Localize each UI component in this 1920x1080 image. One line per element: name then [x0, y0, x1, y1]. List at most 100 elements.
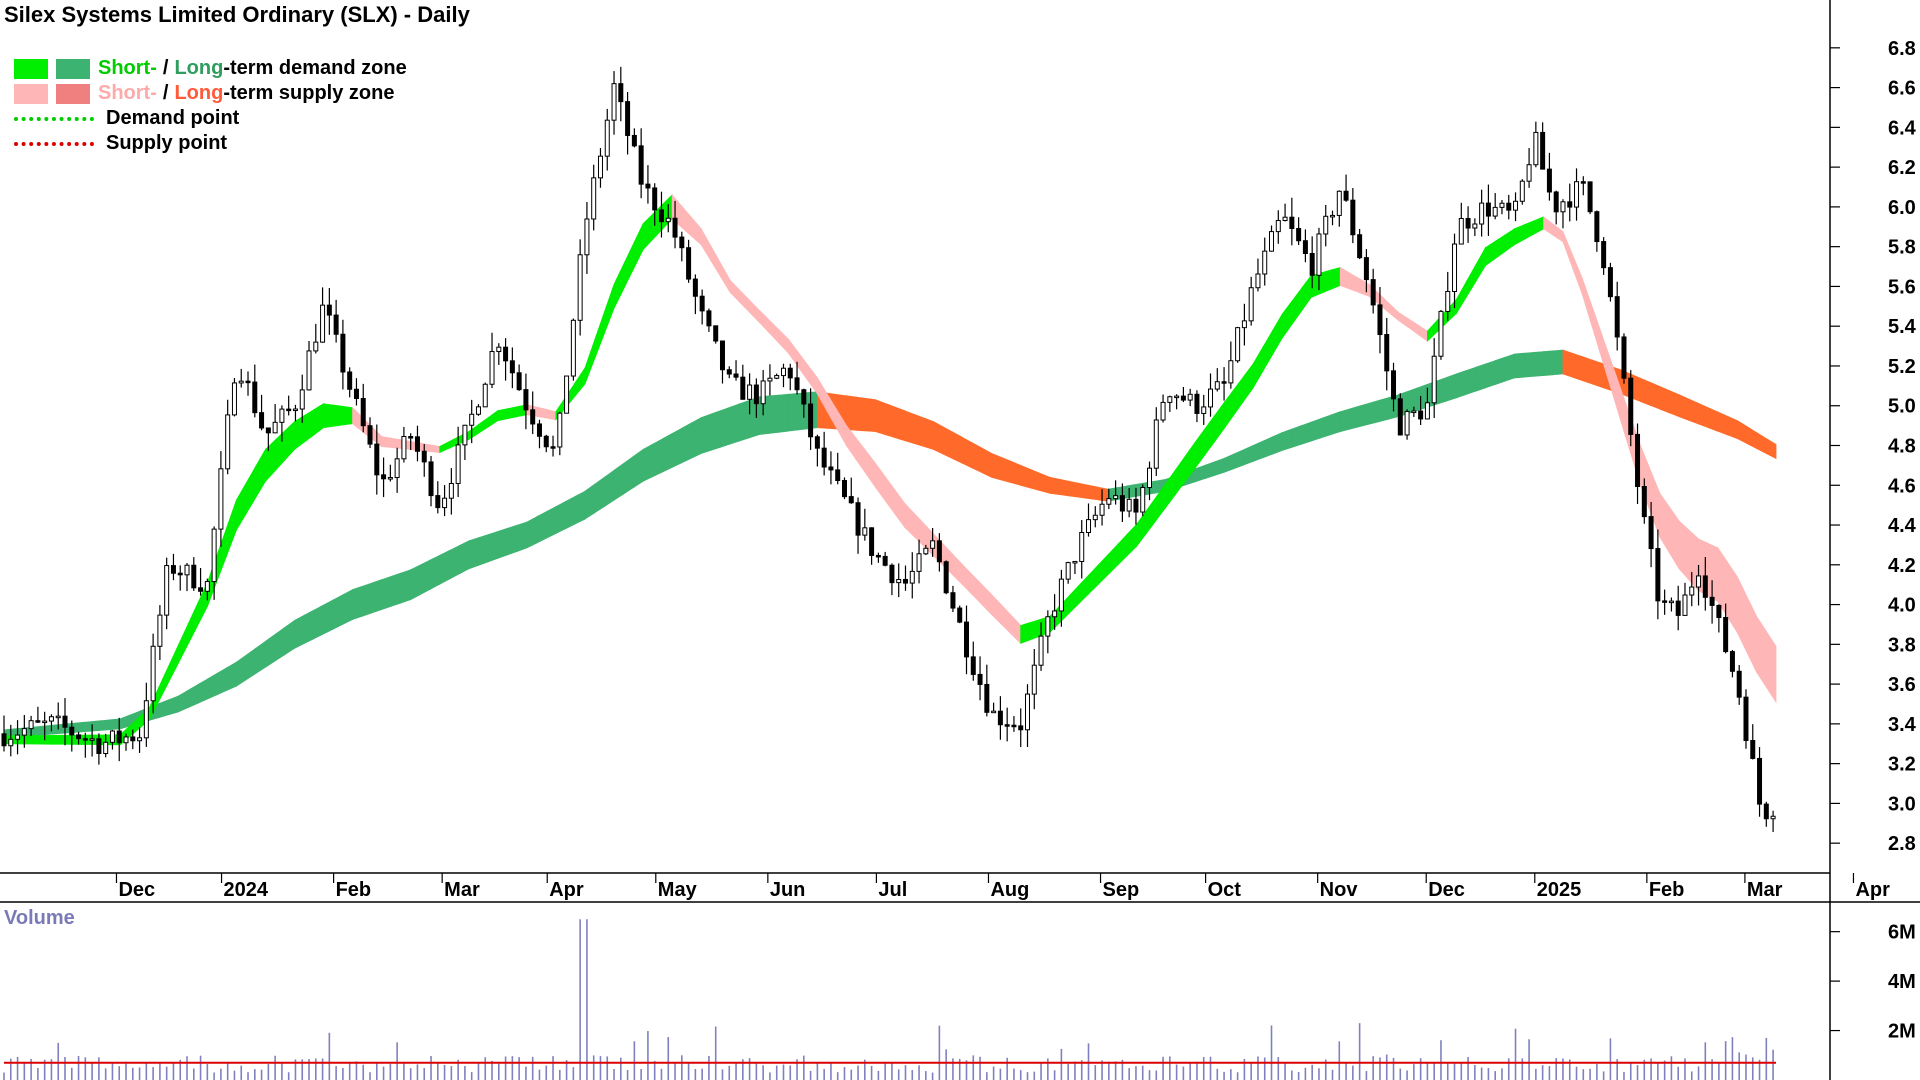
candle-body [787, 367, 793, 379]
long-zone-segment [1194, 464, 1206, 483]
long-zone-segment [1068, 480, 1080, 498]
candle-body [360, 397, 366, 427]
candle-body [1587, 181, 1593, 213]
candle-body [1153, 419, 1159, 469]
candle-body [550, 446, 556, 449]
candle-body [1594, 211, 1600, 243]
candle-body [109, 730, 115, 743]
candle-body [631, 134, 637, 147]
long-zone-segment [642, 443, 654, 482]
long-zone-segment [1465, 366, 1477, 396]
candle-body [1289, 216, 1295, 229]
long-zone-segment [1330, 411, 1341, 436]
long-zone-segment [1349, 405, 1361, 430]
long-zone-segment [226, 661, 237, 692]
long-zone-segment [1213, 457, 1225, 477]
candle-body [1296, 227, 1302, 242]
candle-body [1255, 273, 1261, 289]
short-zone-segment [991, 593, 1002, 626]
candle-body [1126, 498, 1132, 512]
long-zone-segment [904, 410, 915, 445]
short-zone-segment [1107, 543, 1118, 576]
candle-body [1194, 393, 1200, 414]
long-zone-segment [381, 575, 392, 611]
date-tick-label: 2025 [1537, 879, 1582, 901]
candle-body [137, 737, 143, 742]
price-tick-label: 5.4 [1888, 316, 1917, 338]
candle-body [272, 421, 278, 434]
date-tick-label: Dec [118, 879, 155, 901]
candle-body [1560, 201, 1566, 213]
candle-body [408, 436, 414, 439]
long-zone-segment [52, 723, 63, 735]
candle-body [503, 346, 509, 362]
short-zone-segment [390, 437, 402, 449]
candle-body [489, 351, 495, 385]
candle-body [801, 389, 807, 405]
candle-body [496, 346, 502, 353]
long-zone-segment [371, 579, 383, 614]
legend-demand-zone: Short- / Long -term demand zone [14, 56, 407, 81]
long-zone-segment [1233, 449, 1244, 470]
short-zone-segment [1504, 228, 1515, 253]
candle-body [1628, 377, 1634, 435]
long-zone-segment [942, 426, 954, 460]
short-zone-segment [1252, 345, 1264, 390]
long-zone-segment [449, 545, 460, 580]
candle-body [665, 217, 671, 223]
candle-body [1702, 575, 1708, 598]
long-zone-segment [574, 490, 586, 525]
price-tick-label: 5.2 [1888, 356, 1916, 378]
candle-body [1553, 191, 1559, 213]
date-axis-ticks: Dec 2024 Feb Mar Apr May Jun Jul Aug Sep Oct Nov Dec… [115, 873, 1890, 901]
candle-body [265, 427, 271, 434]
long-zone-segment [691, 416, 702, 459]
candle-body [1343, 190, 1349, 201]
long-zone-segment [720, 406, 731, 448]
short-zone-segment [1727, 561, 1738, 634]
long-zone-segment [1059, 478, 1070, 497]
candle-body [625, 101, 631, 136]
long-zone-segment [555, 500, 567, 535]
short-zone-segment [158, 666, 170, 702]
candle-body [780, 367, 786, 377]
legend-slash: / [162, 57, 169, 79]
candle-body [1269, 231, 1275, 252]
candle-body [28, 720, 34, 730]
candle-body [794, 377, 800, 391]
candle-body [841, 480, 847, 498]
candle-body [1499, 202, 1505, 208]
candle-body [916, 553, 922, 572]
candle-body [719, 340, 725, 371]
candle-body [1614, 296, 1620, 338]
candle-body [1208, 388, 1214, 408]
short-zone-segment [584, 339, 596, 385]
price-tick-label: 4.4 [1888, 515, 1917, 537]
candle-body [977, 673, 983, 685]
long-zone-segment [1262, 436, 1273, 459]
long-zone-segment [623, 455, 634, 495]
short-term-zone [3, 193, 1777, 746]
candle-body [353, 388, 359, 399]
candle-body [1086, 519, 1092, 534]
short-zone-segment [1068, 584, 1080, 615]
long-zone-segment [1746, 425, 1758, 450]
date-tick-label: Dec [1428, 879, 1465, 901]
candle-body [1187, 393, 1193, 401]
long-zone-segment [1049, 476, 1060, 496]
candle-body [658, 209, 664, 223]
short-zone-segment [1281, 300, 1293, 340]
candle-body [8, 738, 14, 747]
short-zone-segment [507, 406, 518, 420]
short-zone-segment [691, 216, 702, 246]
short-zone-segment [32, 735, 44, 745]
candle-body [89, 738, 95, 741]
long-zone-segment [536, 511, 547, 544]
candle-body [1167, 396, 1173, 403]
candle-body [686, 247, 692, 280]
short-zone-segment [381, 436, 392, 448]
short-zone-segment [545, 408, 557, 421]
candle-body [299, 389, 305, 410]
candle-body [882, 555, 888, 566]
